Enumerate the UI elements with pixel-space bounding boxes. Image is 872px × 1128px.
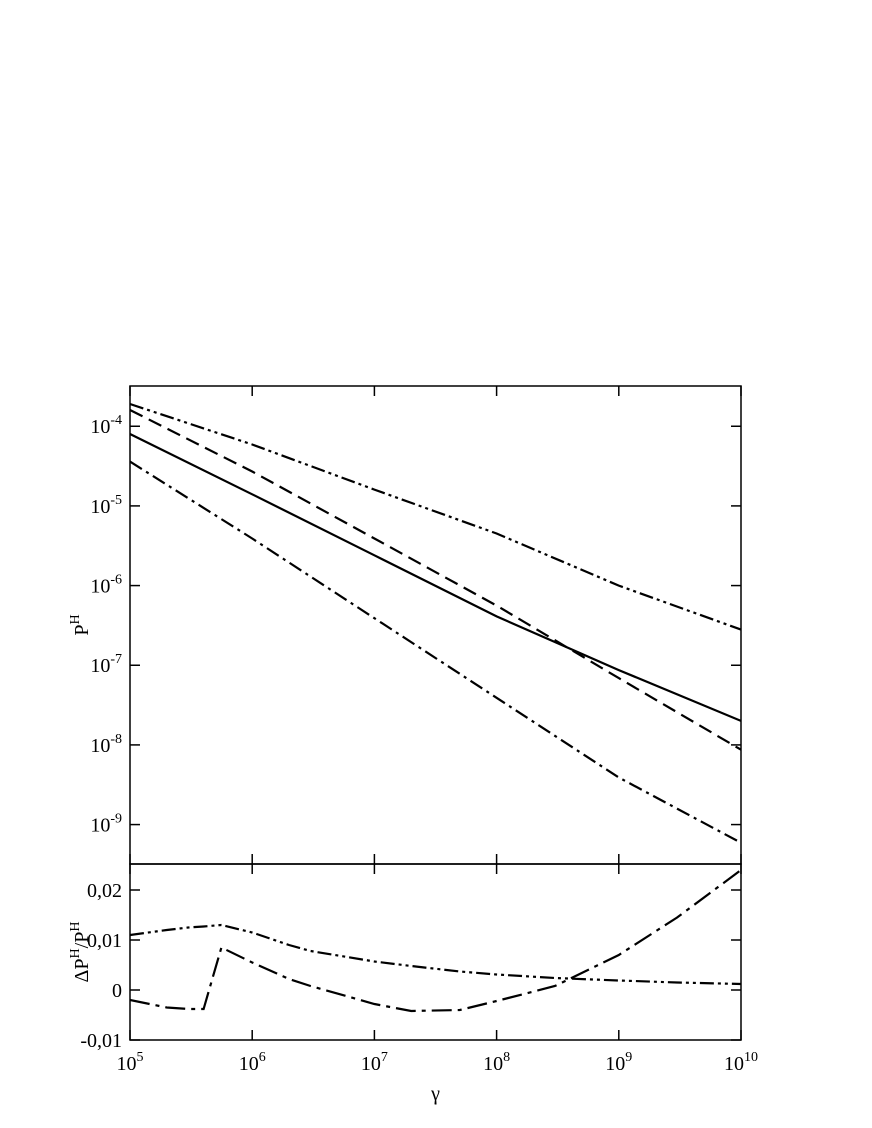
data-line xyxy=(130,923,741,986)
x-tick-label: 109 xyxy=(605,1050,632,1075)
x-tick-label: 106 xyxy=(239,1050,266,1075)
x-axis-label: γ xyxy=(430,1083,440,1105)
plot-frame xyxy=(129,863,742,1041)
data-line xyxy=(130,869,741,1013)
data-line xyxy=(130,409,741,751)
y-tick-label: 10-8 xyxy=(90,732,122,757)
y-tick-label: 0 xyxy=(112,980,122,1002)
y-tick-label: 10-5 xyxy=(90,493,122,518)
y-tick-label: -0,01 xyxy=(80,1030,122,1052)
plot-frame xyxy=(129,385,742,865)
y-tick-label: 10-4 xyxy=(90,413,122,438)
data-line xyxy=(130,433,741,722)
data-line xyxy=(130,402,741,631)
y-tick-label: 10-6 xyxy=(90,573,122,598)
x-tick-label: 107 xyxy=(361,1050,388,1075)
x-tick-label: 1010 xyxy=(724,1050,758,1075)
y-tick-label: 0,02 xyxy=(87,880,122,902)
x-tick-label: 105 xyxy=(117,1050,144,1075)
y-axis-label: ΔPH/PH xyxy=(68,922,93,983)
y-tick-label: 10-7 xyxy=(90,652,122,677)
x-tick-label: 108 xyxy=(483,1050,510,1075)
y-tick-label: 10-9 xyxy=(90,812,122,837)
data-line xyxy=(130,460,741,844)
y-tick-label: 0,01 xyxy=(87,930,122,952)
y-axis-label: PH xyxy=(68,614,93,635)
